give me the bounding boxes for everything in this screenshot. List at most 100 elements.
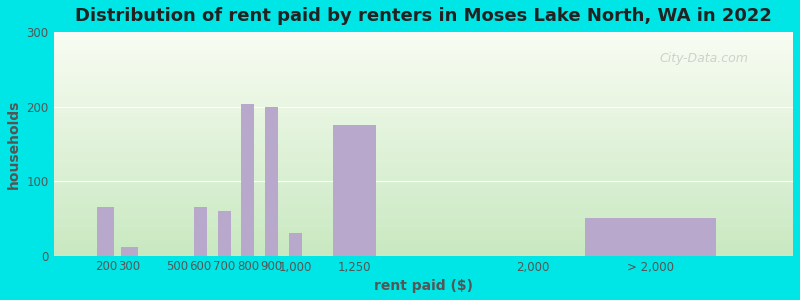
Bar [54, 101, 793, 103]
Bar [54, 189, 793, 191]
Bar [54, 155, 793, 157]
Bar [54, 112, 793, 115]
Bar [54, 211, 793, 213]
Bar [54, 209, 793, 211]
Bar [54, 108, 793, 110]
Bar [54, 39, 793, 41]
Bar [54, 66, 793, 68]
Bar [54, 43, 793, 46]
Bar [54, 175, 793, 177]
Bar [54, 126, 793, 128]
Bar [54, 59, 793, 61]
Bar [54, 83, 793, 86]
Bar [333, 125, 377, 256]
Bar [54, 202, 793, 204]
Bar [54, 251, 793, 254]
Bar [54, 97, 793, 99]
Bar [54, 173, 793, 175]
Bar [54, 70, 793, 72]
Bar [54, 41, 793, 43]
Bar [97, 207, 114, 256]
Bar [54, 122, 793, 124]
Bar [54, 148, 793, 151]
Bar [54, 226, 793, 229]
Bar [54, 193, 793, 195]
Bar [54, 48, 793, 50]
Bar [54, 186, 793, 189]
Bar [54, 157, 793, 160]
Bar [54, 68, 793, 70]
Bar [54, 244, 793, 247]
Bar [54, 103, 793, 106]
Bar [54, 247, 793, 249]
Bar [54, 90, 793, 92]
Bar [54, 191, 793, 193]
Bar [54, 164, 793, 166]
Bar [54, 117, 793, 119]
Bar [54, 218, 793, 220]
Bar [194, 207, 207, 256]
Bar [54, 168, 793, 171]
Bar [54, 86, 793, 88]
Bar [54, 213, 793, 215]
Bar [54, 206, 793, 209]
Bar [54, 63, 793, 66]
Bar [54, 222, 793, 224]
Bar [54, 115, 793, 117]
Bar [54, 144, 793, 146]
Y-axis label: households: households [7, 99, 21, 188]
Bar [54, 140, 793, 142]
Bar [54, 37, 793, 39]
Title: Distribution of rent paid by renters in Moses Lake North, WA in 2022: Distribution of rent paid by renters in … [75, 7, 772, 25]
Bar [54, 142, 793, 144]
Bar [54, 153, 793, 155]
Bar [265, 106, 278, 256]
Bar [54, 146, 793, 148]
Bar [54, 119, 793, 122]
Bar [54, 197, 793, 200]
Bar [54, 135, 793, 137]
Bar [54, 220, 793, 222]
Bar [54, 99, 793, 101]
Bar [586, 218, 716, 256]
Bar [218, 211, 230, 256]
Bar [54, 236, 793, 238]
Bar [54, 77, 793, 79]
Bar [54, 74, 793, 77]
Bar [54, 133, 793, 135]
Bar [54, 88, 793, 90]
Bar [54, 79, 793, 81]
Bar [54, 81, 793, 83]
Bar [54, 184, 793, 186]
Bar [242, 104, 254, 256]
Bar [54, 32, 793, 34]
Bar [289, 233, 302, 256]
Bar [54, 224, 793, 226]
Bar [54, 249, 793, 251]
Bar [54, 72, 793, 74]
Bar [54, 233, 793, 236]
Bar [54, 34, 793, 37]
Bar [54, 215, 793, 217]
Bar [54, 54, 793, 57]
Bar [54, 195, 793, 197]
Bar [54, 92, 793, 95]
Bar [54, 229, 793, 231]
Bar [54, 124, 793, 126]
Bar [54, 128, 793, 130]
Bar [54, 130, 793, 133]
X-axis label: rent paid ($): rent paid ($) [374, 279, 473, 293]
Bar [54, 61, 793, 63]
Bar [54, 162, 793, 164]
Bar [54, 160, 793, 162]
Bar [54, 171, 793, 173]
Bar [54, 240, 793, 242]
Bar [54, 52, 793, 54]
Bar [54, 110, 793, 112]
Bar [54, 182, 793, 184]
Bar [54, 238, 793, 240]
Bar [54, 242, 793, 244]
Bar [54, 231, 793, 233]
Text: City-Data.com: City-Data.com [660, 52, 749, 65]
Bar [54, 50, 793, 52]
